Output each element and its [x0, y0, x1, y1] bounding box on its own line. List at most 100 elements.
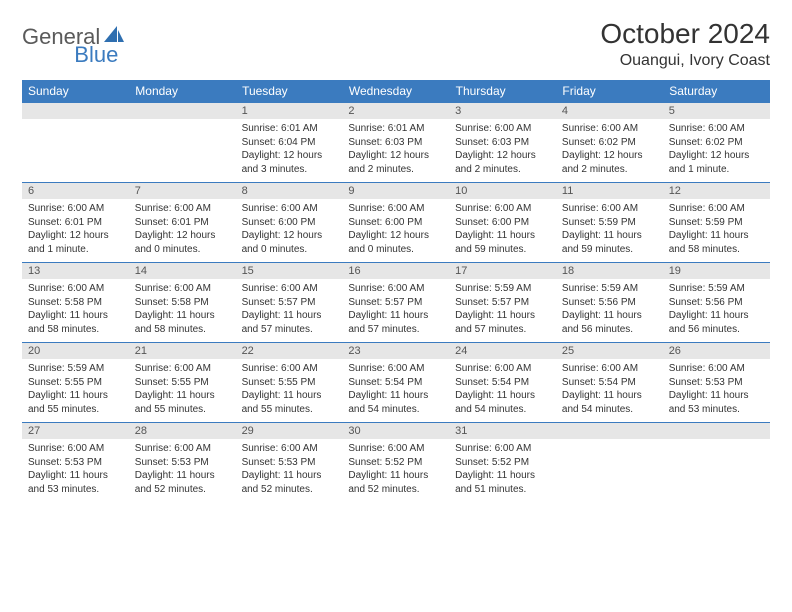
day-number: 29	[236, 423, 343, 439]
day-cell	[556, 423, 663, 503]
week-row: 20Sunrise: 5:59 AMSunset: 5:55 PMDayligh…	[22, 343, 770, 423]
day-body: Sunrise: 6:00 AMSunset: 5:55 PMDaylight:…	[236, 359, 343, 422]
day-body: Sunrise: 6:01 AMSunset: 6:03 PMDaylight:…	[342, 119, 449, 182]
day-cell: 19Sunrise: 5:59 AMSunset: 5:56 PMDayligh…	[663, 263, 770, 343]
day-body: Sunrise: 6:00 AMSunset: 5:53 PMDaylight:…	[129, 439, 236, 502]
sunset-text: Sunset: 6:00 PM	[348, 216, 443, 230]
sunset-text: Sunset: 5:57 PM	[348, 296, 443, 310]
day-number: 10	[449, 183, 556, 199]
sunrise-text: Sunrise: 6:00 AM	[242, 442, 337, 456]
sunrise-text: Sunrise: 6:00 AM	[348, 362, 443, 376]
sunset-text: Sunset: 5:52 PM	[348, 456, 443, 470]
sunset-text: Sunset: 5:54 PM	[455, 376, 550, 390]
day-cell: 10 Sunrise: 6:00 AMSunset: 6:00 PMDayligh…	[449, 183, 556, 263]
day-body: Sunrise: 6:00 AMSunset: 6:02 PMDaylight:…	[663, 119, 770, 182]
day-cell	[22, 103, 129, 183]
sunrise-text: Sunrise: 6:00 AM	[28, 202, 123, 216]
sunset-text: Sunset: 6:00 PM	[455, 216, 550, 230]
day-body: Sunrise: 6:00 AMSunset: 6:01 PMDaylight:…	[22, 199, 129, 262]
sunset-text: Sunset: 5:54 PM	[562, 376, 657, 390]
day-number: 11	[556, 183, 663, 199]
day-number: 6	[22, 183, 129, 199]
sunset-text: Sunset: 6:03 PM	[348, 136, 443, 150]
daylight-text: Daylight: 11 hours and 53 minutes.	[669, 389, 764, 416]
daylight-text: Daylight: 11 hours and 52 minutes.	[242, 469, 337, 496]
day-number: 20	[22, 343, 129, 359]
weekday-header: Saturday	[663, 80, 770, 103]
day-cell: 17Sunrise: 5:59 AMSunset: 5:57 PMDayligh…	[449, 263, 556, 343]
weekday-header: Sunday	[22, 80, 129, 103]
logo: General Blue	[22, 18, 170, 50]
day-number: 14	[129, 263, 236, 279]
sunrise-text: Sunrise: 6:00 AM	[135, 202, 230, 216]
day-number: 21	[129, 343, 236, 359]
sunrise-text: Sunrise: 6:00 AM	[669, 202, 764, 216]
daylight-text: Daylight: 11 hours and 57 minutes.	[455, 309, 550, 336]
weekday-header: Tuesday	[236, 80, 343, 103]
location: Ouangui, Ivory Coast	[600, 52, 770, 70]
day-body: Sunrise: 6:00 AMSunset: 5:52 PMDaylight:…	[342, 439, 449, 502]
day-number: 5	[663, 103, 770, 119]
sunrise-text: Sunrise: 6:00 AM	[669, 362, 764, 376]
day-number	[556, 423, 663, 439]
day-body: Sunrise: 6:00 AMSunset: 6:01 PMDaylight:…	[129, 199, 236, 262]
weekday-header-row: Sunday Monday Tuesday Wednesday Thursday…	[22, 80, 770, 103]
daylight-text: Daylight: 11 hours and 57 minutes.	[348, 309, 443, 336]
sunrise-text: Sunrise: 6:00 AM	[562, 202, 657, 216]
month-title: October 2024	[600, 18, 770, 50]
weekday-header: Wednesday	[342, 80, 449, 103]
sunrise-text: Sunrise: 6:00 AM	[455, 202, 550, 216]
sunrise-text: Sunrise: 6:00 AM	[242, 362, 337, 376]
daylight-text: Daylight: 11 hours and 58 minutes.	[135, 309, 230, 336]
day-number: 31	[449, 423, 556, 439]
day-number: 3	[449, 103, 556, 119]
day-number: 25	[556, 343, 663, 359]
daylight-text: Daylight: 12 hours and 2 minutes.	[348, 149, 443, 176]
day-cell: 8Sunrise: 6:00 AMSunset: 6:00 PMDaylight…	[236, 183, 343, 263]
day-body: Sunrise: 6:00 AMSunset: 5:53 PMDaylight:…	[236, 439, 343, 502]
day-cell: 11Sunrise: 6:00 AMSunset: 5:59 PMDayligh…	[556, 183, 663, 263]
day-cell: 14Sunrise: 6:00 AMSunset: 5:58 PMDayligh…	[129, 263, 236, 343]
daylight-text: Daylight: 11 hours and 58 minutes.	[669, 229, 764, 256]
day-number: 23	[342, 343, 449, 359]
sunset-text: Sunset: 6:01 PM	[135, 216, 230, 230]
title-block: October 2024 Ouangui, Ivory Coast	[600, 18, 770, 70]
daylight-text: Daylight: 11 hours and 52 minutes.	[135, 469, 230, 496]
daylight-text: Daylight: 11 hours and 56 minutes.	[562, 309, 657, 336]
sunrise-text: Sunrise: 6:00 AM	[242, 202, 337, 216]
day-number: 16	[342, 263, 449, 279]
sunset-text: Sunset: 5:57 PM	[242, 296, 337, 310]
day-number: 8	[236, 183, 343, 199]
week-row: 13Sunrise: 6:00 AMSunset: 5:58 PMDayligh…	[22, 263, 770, 343]
day-body	[556, 439, 663, 497]
sunset-text: Sunset: 5:55 PM	[28, 376, 123, 390]
daylight-text: Daylight: 11 hours and 53 minutes.	[28, 469, 123, 496]
daylight-text: Daylight: 11 hours and 52 minutes.	[348, 469, 443, 496]
weekday-header: Monday	[129, 80, 236, 103]
sunrise-text: Sunrise: 5:59 AM	[562, 282, 657, 296]
week-row: 1Sunrise: 6:01 AMSunset: 6:04 PMDaylight…	[22, 103, 770, 183]
day-cell: 21Sunrise: 6:00 AMSunset: 5:55 PMDayligh…	[129, 343, 236, 423]
day-number: 30	[342, 423, 449, 439]
day-body: Sunrise: 6:00 AMSunset: 5:59 PMDaylight:…	[663, 199, 770, 262]
sunset-text: Sunset: 6:02 PM	[562, 136, 657, 150]
day-body: Sunrise: 5:59 AMSunset: 5:56 PMDaylight:…	[663, 279, 770, 342]
weekday-header: Friday	[556, 80, 663, 103]
day-number: 13	[22, 263, 129, 279]
day-cell: 18Sunrise: 5:59 AMSunset: 5:56 PMDayligh…	[556, 263, 663, 343]
daylight-text: Daylight: 12 hours and 0 minutes.	[242, 229, 337, 256]
sunset-text: Sunset: 6:02 PM	[669, 136, 764, 150]
sunset-text: Sunset: 5:56 PM	[669, 296, 764, 310]
day-body: Sunrise: 5:59 AMSunset: 5:57 PMDaylight:…	[449, 279, 556, 342]
day-cell: 6Sunrise: 6:00 AMSunset: 6:01 PMDaylight…	[22, 183, 129, 263]
sunrise-text: Sunrise: 6:00 AM	[135, 442, 230, 456]
sunset-text: Sunset: 5:54 PM	[348, 376, 443, 390]
day-number: 24	[449, 343, 556, 359]
day-cell: 3Sunrise: 6:00 AMSunset: 6:03 PMDaylight…	[449, 103, 556, 183]
day-body: Sunrise: 6:00 AMSunset: 5:57 PMDaylight:…	[236, 279, 343, 342]
daylight-text: Daylight: 11 hours and 55 minutes.	[28, 389, 123, 416]
daylight-text: Daylight: 11 hours and 59 minutes.	[455, 229, 550, 256]
sunrise-text: Sunrise: 6:00 AM	[135, 362, 230, 376]
sunset-text: Sunset: 6:03 PM	[455, 136, 550, 150]
sunset-text: Sunset: 5:55 PM	[135, 376, 230, 390]
